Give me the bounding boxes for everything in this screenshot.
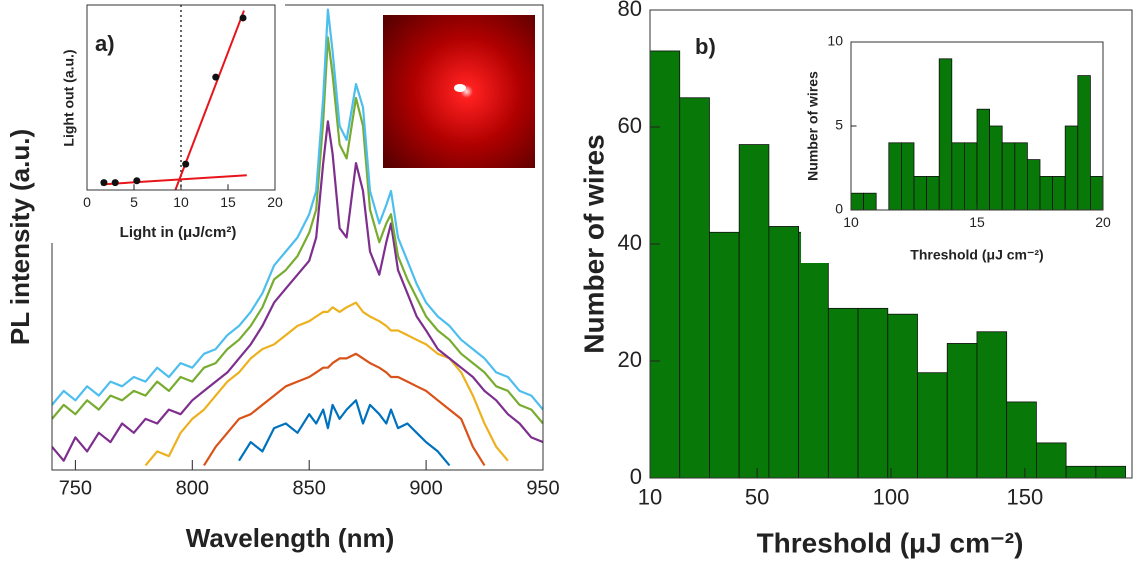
bar [863,192,877,210]
bar [851,192,865,210]
data-point [100,179,108,187]
x-tick-label: 10 [843,214,859,230]
spectrum-line [144,301,509,467]
bar [738,144,770,478]
data-point [212,73,220,81]
x-tick-label: 150 [1007,485,1044,510]
x-axis-title: Wavelength (nm) [186,523,394,553]
data-point [182,160,190,168]
microscope-image [383,15,535,168]
bar [827,307,859,478]
y-tick-label: 0 [630,464,642,489]
panel-label: b) [695,34,716,59]
bar [976,331,1008,478]
emission-spot [454,84,466,92]
bar [989,125,1003,210]
x-tick-label: 15 [969,214,985,230]
y-tick-label: 10 [827,33,843,49]
panel-a-inset: 0 5 10 15 20 [37,2,285,243]
y-axis-title: PL intensity (a.u.) [5,129,35,345]
bar [901,142,915,210]
bar [1014,142,1028,210]
x-tick-label: 5 [130,194,138,210]
inset-y-axis-title: Number of wires [805,71,821,181]
bar [946,343,978,478]
axes-frame [850,41,1104,211]
bar [857,307,889,478]
y-axis-title: Number of wires [578,134,609,353]
bar [1095,465,1126,478]
bar [1077,75,1091,210]
x-tick-label: 20 [267,194,283,210]
y-tick-label: 0 [835,201,843,217]
spectrum-line [52,36,543,425]
axes-frame [649,9,1133,479]
plot-area [100,5,247,190]
panel-a: 750 800 850 900 950 [51,4,560,499]
spectrum-line [238,399,451,467]
x-tick-label: 950 [526,477,559,499]
y-tick-label: 20 [618,347,642,372]
spectrum-line [52,8,543,411]
plot-area [650,50,1126,478]
x-tick-label: 10 [638,485,662,510]
bar [1090,175,1103,210]
x-tick-label: 10 [173,194,189,210]
plot-area [851,58,1103,210]
bar [1039,175,1053,210]
x-tick-label: 15 [220,194,236,210]
bar [679,97,710,478]
plot-area [52,8,543,467]
x-tick-label: 850 [293,477,326,499]
bar [913,175,928,210]
y-tick-label: 60 [618,113,642,138]
bar [709,231,740,478]
x-tick-label: 50 [745,485,769,510]
x-tick-label: 900 [409,477,442,499]
axes-frame [86,4,276,191]
bar [768,226,800,478]
bar [964,142,978,210]
bar [1006,401,1037,478]
bar [1001,142,1016,210]
bar [951,142,965,210]
panel-label: a) [95,31,115,56]
x-tick-label: 750 [59,477,92,499]
inset-y-axis-title: Light out (a.u.) [61,49,77,146]
bar [938,58,953,210]
x-axis-title: Threshold (μJ cm⁻²) [757,527,1024,558]
bar [1027,159,1041,210]
bar [798,231,829,478]
data-point [111,179,119,187]
data-point [133,177,141,185]
bar [1065,465,1097,478]
y-tick-label: 40 [618,230,642,255]
y-tick-label: 5 [835,117,843,133]
x-tick-label: 20 [1095,214,1111,230]
bar [1036,442,1067,478]
x-tick-label: 800 [176,477,209,499]
y-tick-label: 80 [618,0,642,21]
bar [888,142,902,210]
inset-background [37,2,285,243]
x-tick-label: 0 [83,194,91,210]
bar [1052,175,1066,210]
bar [887,313,918,478]
bar [976,108,991,210]
panel-b-inset: 10 15 20 0 5 10 [801,33,1113,263]
inset-x-axis-title: Threshold (μJ cm⁻²) [910,247,1043,263]
data-point [239,14,247,22]
spectrum-line [52,120,543,462]
x-tick-label: 100 [873,485,910,510]
fit-line [101,174,247,186]
spectrum-line [203,352,486,466]
fit-line [174,10,245,190]
inset-x-axis-title: Light in (μJ/cm²) [120,224,237,241]
bar [926,175,940,210]
bar [650,50,681,478]
bar [917,372,948,478]
bar [1064,125,1079,210]
